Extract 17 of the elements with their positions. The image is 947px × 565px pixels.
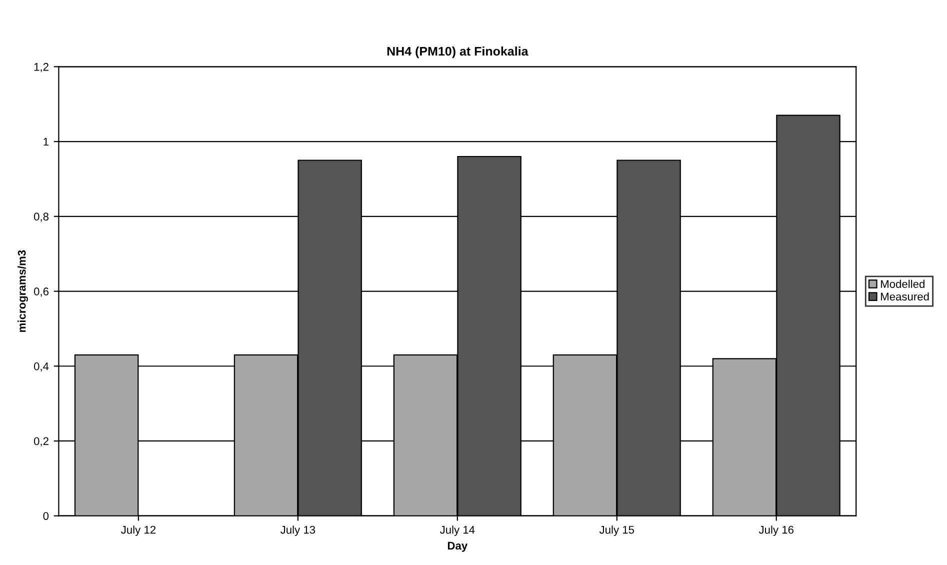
x-tick-label: July 13	[280, 526, 316, 536]
y-tick-label: 1,2	[34, 62, 48, 72]
legend-label: Modelled	[880, 280, 924, 288]
x-axis-title: Day	[448, 542, 468, 552]
x-tick-label: July 16	[758, 526, 794, 536]
y-tick-label: 0,8	[34, 212, 49, 222]
y-tick-label: 0	[43, 512, 49, 520]
x-tick-label: July 15	[599, 526, 634, 536]
y-tick-label: 0,4	[34, 362, 49, 372]
legend-label: Measured	[880, 292, 929, 301]
x-tick-label: July 12	[121, 526, 156, 536]
y-axis-title: micrograms/m3	[18, 250, 28, 332]
x-tick-label: July 14	[440, 526, 475, 536]
chart-title: NH4 (PM10) at Finokalia	[387, 46, 528, 58]
y-tick-label: 0,2	[34, 437, 48, 446]
y-tick-label: 1	[44, 138, 48, 146]
y-tick-label: 0,6	[34, 288, 49, 297]
